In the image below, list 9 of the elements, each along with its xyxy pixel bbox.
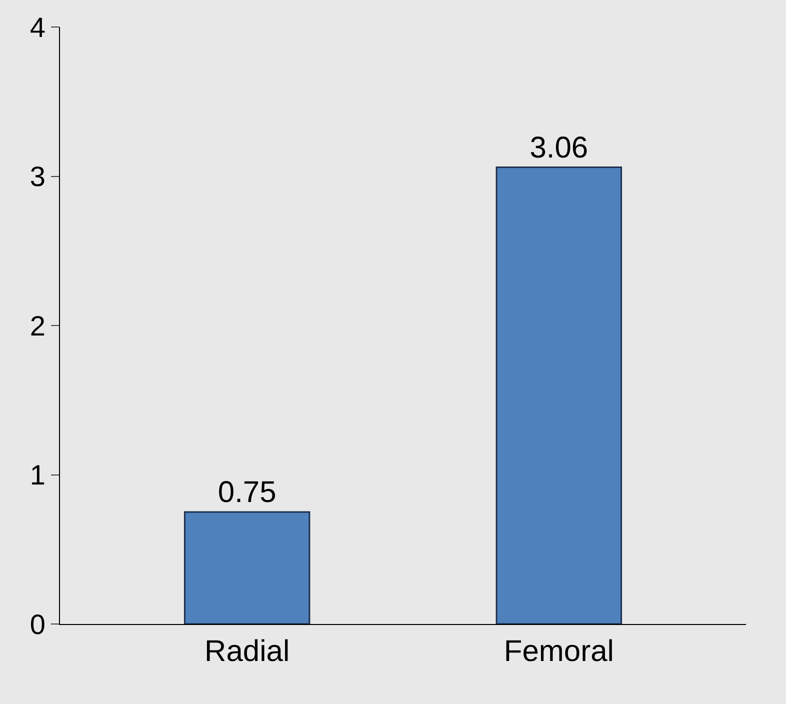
y-tick-label: 1 (30, 460, 46, 491)
x-tick-label: Radial (204, 635, 290, 668)
y-tick-label: 2 (30, 310, 46, 342)
x-tick-label: Femoral (504, 635, 614, 668)
data-label: 3.06 (530, 131, 588, 164)
y-tick-label: 4 (30, 12, 46, 43)
y-tick-label: 3 (30, 161, 46, 192)
y-tick-label: 0 (30, 608, 46, 640)
data-label: 0.75 (218, 476, 276, 510)
